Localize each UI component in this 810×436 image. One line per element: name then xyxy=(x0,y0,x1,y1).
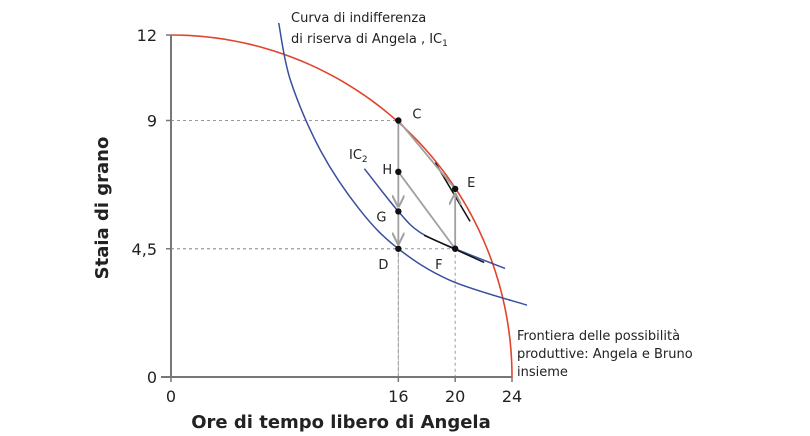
y-tick-label: 4,5 xyxy=(132,240,157,259)
point-C xyxy=(395,117,402,124)
ic2-curve xyxy=(363,168,506,270)
point-label-G: G xyxy=(376,210,386,225)
line-CE xyxy=(397,119,456,190)
point-label-F: F xyxy=(435,258,442,273)
point-D xyxy=(395,245,402,252)
point-E xyxy=(451,185,459,193)
point-label-C: C xyxy=(412,108,421,123)
y-axis-label: Staia di grano xyxy=(92,137,113,280)
point-label-D: D xyxy=(378,258,388,273)
point-label-H: H xyxy=(382,163,392,178)
frontier-curve xyxy=(170,34,513,378)
y-tick-label: 9 xyxy=(147,112,157,131)
point-F xyxy=(451,245,459,252)
ic1-label-line1: Curva di indifferenza xyxy=(291,11,426,26)
ic2-label: IC2 xyxy=(349,148,368,165)
x-tick-label: 0 xyxy=(166,387,176,406)
y-tick-label: 12 xyxy=(137,26,157,45)
frontier-label-line2: produttive: Angela e Bruno xyxy=(517,347,693,362)
y-tick-label: 0 xyxy=(147,368,157,387)
x-tick-label: 16 xyxy=(388,387,408,406)
frontier-label-line1: Frontiera delle possibilità xyxy=(517,329,680,344)
point-G xyxy=(395,208,402,215)
point-H xyxy=(395,168,402,175)
ic1-label-line2: di riserva di Angela , IC1 xyxy=(291,32,448,49)
x-tick-label: 20 xyxy=(445,387,465,406)
frontier-label-line3: insieme xyxy=(517,365,568,380)
ic1-curve xyxy=(277,22,528,306)
x-axis-label: Ore di tempo libero di Angela xyxy=(191,412,490,433)
x-tick-label: 24 xyxy=(502,387,522,406)
point-label-E: E xyxy=(467,176,475,191)
line-HF xyxy=(397,171,456,250)
